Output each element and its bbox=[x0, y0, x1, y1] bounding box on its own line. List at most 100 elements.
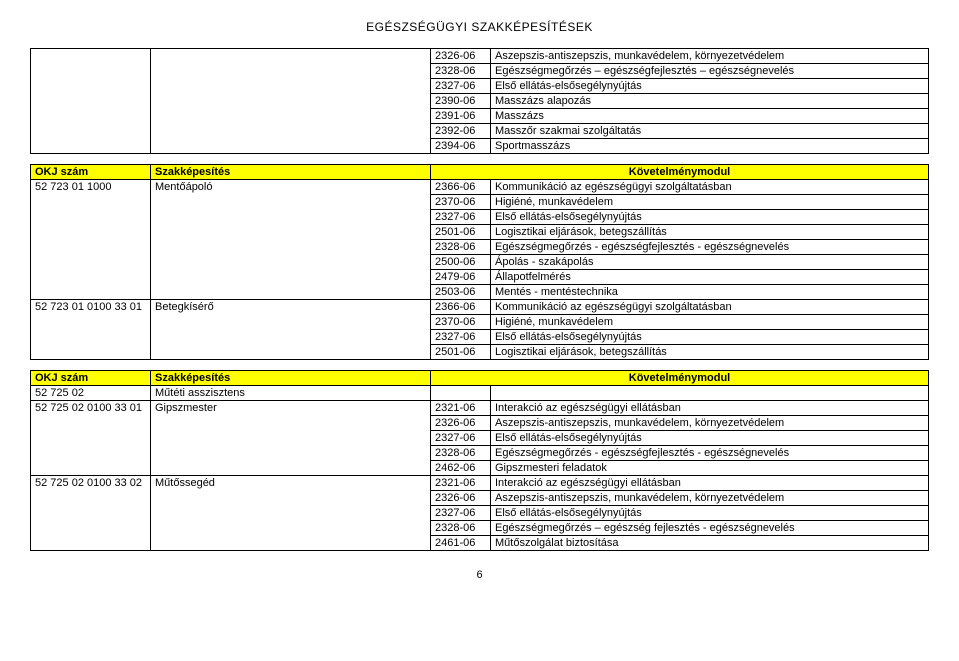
code-cell: 2370-06 bbox=[431, 315, 491, 330]
desc-cell: Állapotfelmérés bbox=[491, 270, 929, 285]
szak-cell: Mentőápoló bbox=[151, 180, 431, 195]
table-row: 2327-06Első ellátás-elsősegélynyújtás bbox=[31, 210, 929, 225]
okj-cell bbox=[31, 431, 151, 446]
szak-cell bbox=[151, 446, 431, 461]
desc-cell: Egészségmegőrzés – egészség fejlesztés -… bbox=[491, 521, 929, 536]
desc-cell: Interakció az egészségügyi ellátásban bbox=[491, 401, 929, 416]
empty-cell bbox=[31, 79, 151, 94]
desc-cell: Egészségmegőrzés – egészségfejlesztés – … bbox=[491, 64, 929, 79]
okj-cell bbox=[31, 461, 151, 476]
desc-cell: Aszepszis-antiszepszis, munkavédelem, kö… bbox=[491, 491, 929, 506]
code-cell: 2390-06 bbox=[431, 94, 491, 109]
okj-cell bbox=[31, 446, 151, 461]
code-cell: 2327-06 bbox=[431, 506, 491, 521]
table-row: 2390-06Masszázs alapozás bbox=[31, 94, 929, 109]
page-title: EGÉSZSÉGÜGYI SZAKKÉPESÍTÉSEK bbox=[30, 20, 929, 34]
empty-cell bbox=[151, 64, 431, 79]
desc-cell: Aszepszis-antiszepszis, munkavédelem, kö… bbox=[491, 49, 929, 64]
table-row: 2462-06Gipszmesteri feladatok bbox=[31, 461, 929, 476]
table-row: 2503-06Mentés - mentéstechnika bbox=[31, 285, 929, 300]
szak-cell bbox=[151, 491, 431, 506]
table-row: 2501-06Logisztikai eljárások, betegszáll… bbox=[31, 225, 929, 240]
code-cell bbox=[431, 386, 491, 401]
code-cell: 2327-06 bbox=[431, 79, 491, 94]
desc-cell: Aszepszis-antiszepszis, munkavédelem, kö… bbox=[491, 416, 929, 431]
desc-cell: Gipszmesteri feladatok bbox=[491, 461, 929, 476]
table-3: OKJ szám Szakképesítés Követelménymodul … bbox=[30, 370, 929, 551]
table-2: OKJ szám Szakképesítés Követelménymodul … bbox=[30, 164, 929, 360]
table-row: 2326-06Aszepszis-antiszepszis, munkavéde… bbox=[31, 416, 929, 431]
code-cell: 2501-06 bbox=[431, 345, 491, 360]
okj-cell bbox=[31, 210, 151, 225]
table-row: 2327-06Első ellátás-elsősegélynyújtás bbox=[31, 506, 929, 521]
szak-cell bbox=[151, 506, 431, 521]
table-row: 2328-06Egészségmegőrzés – egészségfejles… bbox=[31, 64, 929, 79]
szak-cell bbox=[151, 461, 431, 476]
szak-cell bbox=[151, 270, 431, 285]
code-cell: 2394-06 bbox=[431, 139, 491, 154]
okj-cell bbox=[31, 225, 151, 240]
szak-cell: Gipszmester bbox=[151, 401, 431, 416]
table-row: 2391-06Masszázs bbox=[31, 109, 929, 124]
desc-cell: Első ellátás-elsősegélynyújtás bbox=[491, 210, 929, 225]
table-row: 2327-06Első ellátás-elsősegélynyújtás bbox=[31, 330, 929, 345]
okj-cell bbox=[31, 285, 151, 300]
empty-cell bbox=[31, 124, 151, 139]
desc-cell: Higiéné, munkavédelem bbox=[491, 195, 929, 210]
table-row: 2326-06Aszepszis-antiszepszis, munkavéde… bbox=[31, 491, 929, 506]
empty-cell bbox=[31, 109, 151, 124]
szak-cell: Betegkísérő bbox=[151, 300, 431, 315]
desc-cell: Masszázs bbox=[491, 109, 929, 124]
desc-cell: Masszázs alapozás bbox=[491, 94, 929, 109]
code-cell: 2326-06 bbox=[431, 49, 491, 64]
empty-cell bbox=[151, 94, 431, 109]
table-row: 2370-06Higiéné, munkavédelem bbox=[31, 315, 929, 330]
code-cell: 2370-06 bbox=[431, 195, 491, 210]
desc-cell: Mentés - mentéstechnika bbox=[491, 285, 929, 300]
table-row: 2392-06Masszőr szakmai szolgáltatás bbox=[31, 124, 929, 139]
okj-cell: 52 725 02 0100 33 01 bbox=[31, 401, 151, 416]
szak-cell: Műtőssegéd bbox=[151, 476, 431, 491]
table-row: 2326-06Aszepszis-antiszepszis, munkavéde… bbox=[31, 49, 929, 64]
code-cell: 2327-06 bbox=[431, 330, 491, 345]
desc-cell: Első ellátás-elsősegélynyújtás bbox=[491, 79, 929, 94]
code-cell: 2328-06 bbox=[431, 240, 491, 255]
empty-cell bbox=[151, 79, 431, 94]
okj-cell bbox=[31, 270, 151, 285]
szak-cell bbox=[151, 225, 431, 240]
table-row: 2328-06Egészségmegőrzés - egészségfejles… bbox=[31, 240, 929, 255]
code-cell: 2500-06 bbox=[431, 255, 491, 270]
empty-cell bbox=[31, 94, 151, 109]
table-row: 52 723 01 0100 33 01Betegkísérő2366-06Ko… bbox=[31, 300, 929, 315]
table-row: 2479-06Állapotfelmérés bbox=[31, 270, 929, 285]
szak-cell bbox=[151, 240, 431, 255]
okj-cell: 52 725 02 bbox=[31, 386, 151, 401]
table-row: 52 725 02 0100 33 01Gipszmester2321-06In… bbox=[31, 401, 929, 416]
table-row: 2500-06Ápolás - szakápolás bbox=[31, 255, 929, 270]
szak-cell bbox=[151, 195, 431, 210]
code-cell: 2327-06 bbox=[431, 210, 491, 225]
table-row: 2328-06Egészségmegőrzés - egészségfejles… bbox=[31, 446, 929, 461]
table-row: 2370-06Higiéné, munkavédelem bbox=[31, 195, 929, 210]
code-cell: 2326-06 bbox=[431, 416, 491, 431]
table-row: 52 723 01 1000Mentőápoló2366-06Kommuniká… bbox=[31, 180, 929, 195]
desc-cell: Egészségmegőrzés - egészségfejlesztés - … bbox=[491, 240, 929, 255]
col-okj-header: OKJ szám bbox=[31, 165, 151, 180]
desc-cell: Sportmasszázs bbox=[491, 139, 929, 154]
table-row: 2328-06Egészségmegőrzés – egészség fejle… bbox=[31, 521, 929, 536]
desc-cell: Ápolás - szakápolás bbox=[491, 255, 929, 270]
szak-cell bbox=[151, 416, 431, 431]
okj-cell bbox=[31, 536, 151, 551]
szak-cell bbox=[151, 521, 431, 536]
okj-cell: 52 723 01 1000 bbox=[31, 180, 151, 195]
desc-cell: Higiéné, munkavédelem bbox=[491, 315, 929, 330]
szak-cell bbox=[151, 315, 431, 330]
empty-cell bbox=[31, 49, 151, 64]
empty-cell bbox=[151, 49, 431, 64]
szak-cell bbox=[151, 345, 431, 360]
code-cell: 2328-06 bbox=[431, 446, 491, 461]
okj-cell bbox=[31, 491, 151, 506]
okj-cell: 52 723 01 0100 33 01 bbox=[31, 300, 151, 315]
table-row: 52 725 02Műtéti asszisztens bbox=[31, 386, 929, 401]
desc-cell bbox=[491, 386, 929, 401]
